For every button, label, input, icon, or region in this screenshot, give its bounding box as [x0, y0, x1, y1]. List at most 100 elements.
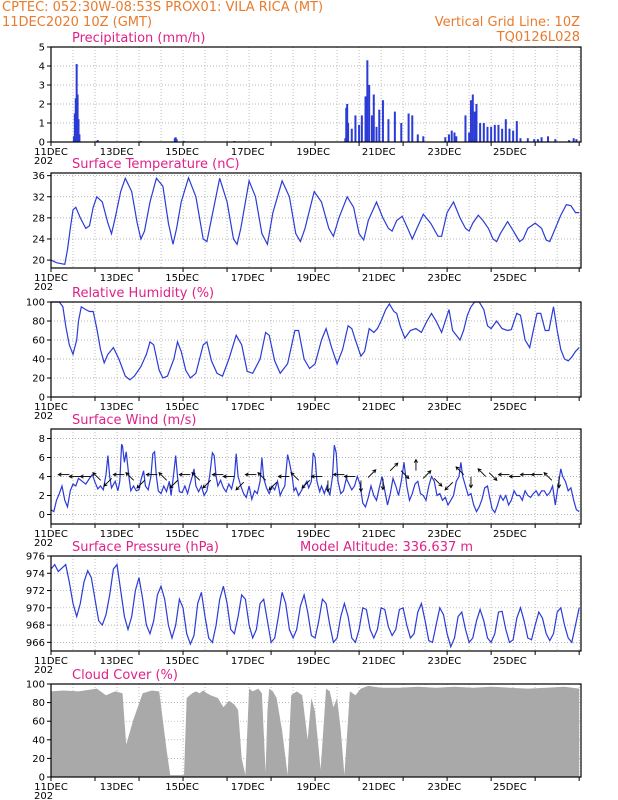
x-year-label: 202	[34, 156, 53, 167]
header-grid-line-note: Vertical Grid Line: 10Z	[435, 15, 580, 30]
x-tick-label: 13DEC	[100, 147, 134, 158]
wind-arrow-head	[427, 470, 432, 475]
x-tick-label: 23DEC	[428, 529, 462, 540]
x-tick-label: 19DEC	[296, 147, 330, 158]
precip-bar	[512, 130, 515, 142]
wind-arrow-shaft	[488, 472, 498, 481]
x-tick-label: 13DEC	[100, 402, 134, 413]
wind-arrow	[125, 471, 135, 481]
precip-bar	[407, 113, 410, 142]
x-tick-label: 15DEC	[165, 782, 199, 793]
wind-arrow-shaft	[268, 481, 278, 491]
wind-arrow-head	[290, 471, 295, 477]
wind-arrow-head	[310, 474, 315, 479]
wind-arrow-shaft	[235, 481, 245, 491]
x-tick-label: 25DEC	[493, 273, 527, 284]
precip-bar	[479, 123, 482, 142]
wind-arrow	[367, 469, 377, 478]
y-tick-label: 2	[39, 100, 45, 111]
wind-arrow-head	[257, 471, 262, 477]
x-year-label: 202	[34, 791, 53, 800]
precip-bar	[358, 124, 361, 142]
precip-bar	[76, 94, 79, 142]
precip-bar	[347, 123, 350, 142]
wind-arrow-head	[530, 472, 535, 477]
wind-arrow	[433, 478, 443, 487]
precip-bar	[536, 139, 539, 142]
wind-arrow-head	[158, 471, 163, 477]
x-tick-label: 21DEC	[362, 782, 396, 793]
wind-arrow	[103, 478, 113, 487]
y-tick-label: 24	[32, 234, 45, 245]
x-tick-label: 13DEC	[100, 656, 134, 667]
precip-bar	[575, 139, 578, 142]
wind-arrow	[358, 480, 364, 493]
wind-arrow	[508, 474, 521, 479]
wind-arrow-head	[405, 474, 410, 480]
x-tick-label: 19DEC	[296, 273, 330, 284]
precip-bar	[447, 134, 450, 142]
y-tick-label: 20	[32, 256, 45, 267]
panel-5: 966 968 970 972 974 976 11DEC 13DEC 15DEC 17DEC 19…	[26, 540, 582, 676]
wind-arrow	[211, 472, 224, 477]
wind-arrow-head	[235, 486, 240, 491]
wind-arrow-shaft	[477, 468, 487, 477]
precip-bar	[444, 137, 447, 142]
wind-arrow-head	[112, 472, 117, 477]
x-year-label: 202	[34, 411, 53, 422]
wind-arrow	[497, 472, 510, 477]
precip-bar	[387, 119, 390, 142]
wind-arrow-head	[178, 472, 183, 477]
precip-bar	[78, 134, 81, 142]
wind-arrow	[468, 476, 474, 489]
y-tick-label: 60	[32, 336, 45, 347]
wind-arrow-head	[92, 471, 97, 477]
precip-bar	[473, 111, 476, 142]
x-tick-label: 11DEC	[34, 656, 68, 667]
y-tick-label: 972	[26, 586, 45, 597]
wind-arrow	[202, 479, 212, 489]
wind-arrow-head	[380, 486, 386, 491]
x-tick-label: 25DEC	[493, 147, 527, 158]
x-tick-label: 23DEC	[428, 402, 462, 413]
wind-arrow-head	[211, 472, 216, 477]
y-tick-label: 80	[32, 698, 45, 709]
x-tick-label: 21DEC	[362, 273, 396, 284]
precip-bar	[364, 96, 367, 142]
wind-arrow	[257, 471, 267, 481]
wind-arrow	[556, 476, 562, 489]
y-tick-label: 0	[39, 138, 45, 149]
x-tick-label: 15DEC	[165, 273, 199, 284]
precip-bar	[368, 85, 371, 142]
y-tick-label: 36	[32, 171, 45, 182]
x-tick-label: 25DEC	[493, 529, 527, 540]
panel-title: Surface Pressure (hPa)	[72, 540, 219, 555]
precip-bar	[411, 115, 414, 142]
precip-bar	[464, 115, 467, 142]
precip-bar	[400, 123, 403, 142]
header-datetime: 11DEC2020 10Z (GMT)	[2, 15, 152, 30]
wind-arrow-head	[343, 474, 348, 479]
wind-arrow	[158, 471, 168, 481]
wind-arrow-head	[301, 484, 306, 489]
wind-arrow-shaft	[92, 472, 102, 481]
wind-arrow	[543, 471, 553, 481]
wind-arrow-head	[332, 472, 337, 477]
panel-subtitle: Model Altitude: 336.637 m	[300, 540, 473, 555]
wind-arrow-head	[268, 486, 273, 491]
x-tick-label: 21DEC	[362, 402, 396, 413]
wind-arrow-shaft	[191, 472, 201, 481]
wind-arrow	[413, 458, 419, 471]
x-tick-label: 15DEC	[165, 656, 199, 667]
panel-6: 0 20 40 60 80 100 11DEC 13DEC 15DEC 17DEC 19DEC 21D…	[26, 668, 582, 800]
x-tick-label: 11DEC	[34, 529, 68, 540]
wind-arrow	[244, 472, 257, 477]
wind-arrow-head	[68, 474, 73, 479]
wind-arrow	[310, 474, 323, 479]
wind-arrow-head	[394, 462, 399, 467]
precip-bar	[370, 115, 373, 142]
series-line	[51, 301, 580, 381]
wind-arrow-shaft	[125, 472, 135, 481]
wind-arrow-head	[543, 471, 548, 477]
wind-arrow-shaft	[103, 478, 113, 487]
